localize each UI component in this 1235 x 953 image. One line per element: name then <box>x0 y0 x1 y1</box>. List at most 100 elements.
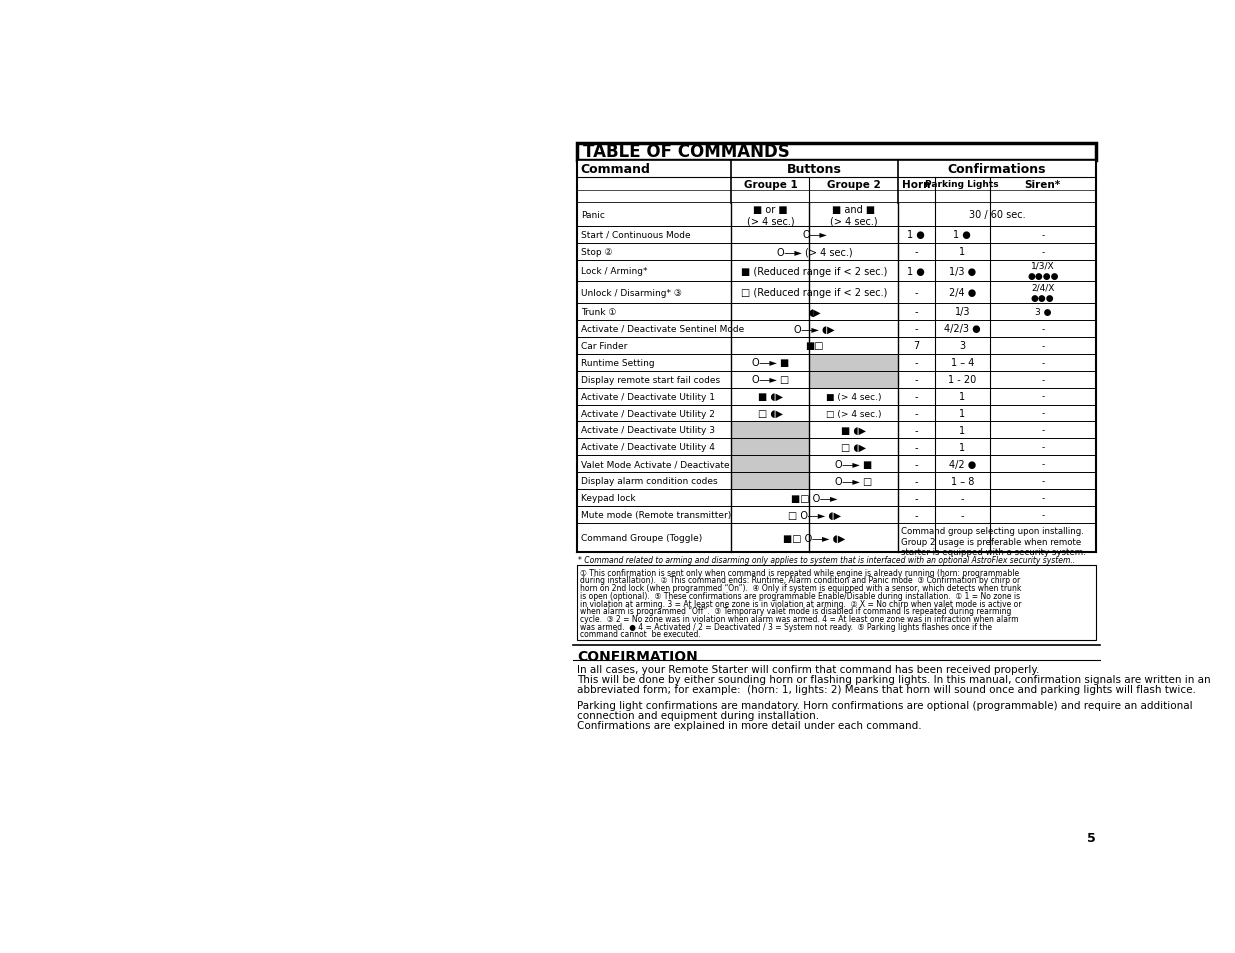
Bar <box>577 388 1095 405</box>
Text: 2/4 ●: 2/4 ● <box>948 288 976 297</box>
Text: O―► ■: O―► ■ <box>835 459 872 469</box>
Text: Mute mode (Remote transmitter): Mute mode (Remote transmitter) <box>580 511 731 519</box>
Text: 1: 1 <box>960 392 966 401</box>
Text: □ (Reduced range if < 2 sec.): □ (Reduced range if < 2 sec.) <box>741 288 888 297</box>
Text: was armed.  ● 4 = Activated / 2 = Deactivated / 3 = System not ready.  ⑤ Parking: was armed. ● 4 = Activated / 2 = Deactiv… <box>580 622 992 631</box>
Text: horn on 2nd lock (when programmed “On”).  ④ Only if system is equipped with a se: horn on 2nd lock (when programmed “On”).… <box>580 583 1021 593</box>
Text: ■□ O―► ◖▶: ■□ O―► ◖▶ <box>783 533 846 543</box>
Text: 4/2/3 ●: 4/2/3 ● <box>944 324 981 334</box>
Text: -: - <box>1041 358 1045 367</box>
Bar <box>577 507 1095 523</box>
Text: Siren*: Siren* <box>1025 179 1061 190</box>
Text: Panic: Panic <box>580 211 604 219</box>
Text: O―► (> 4 sec.): O―► (> 4 sec.) <box>777 247 852 257</box>
Text: 1: 1 <box>960 442 966 453</box>
Text: Parking Lights: Parking Lights <box>925 180 999 189</box>
Bar <box>577 282 1095 304</box>
Text: This will be done by either sounding horn or flashing parking lights. In this ma: This will be done by either sounding hor… <box>577 675 1210 684</box>
Bar <box>577 337 1095 355</box>
Text: 3 ●: 3 ● <box>1035 308 1051 316</box>
Text: connection and equipment during installation.: connection and equipment during installa… <box>577 711 819 720</box>
Text: Activate / Deactivate Utility 4: Activate / Deactivate Utility 4 <box>580 443 715 452</box>
Text: when alarm is programmed “Off”.  ③ Temporary valet mode is disabled if command i: when alarm is programmed “Off”. ③ Tempor… <box>580 607 1011 616</box>
Text: -: - <box>1041 409 1045 418</box>
Text: 4/2 ●: 4/2 ● <box>948 459 976 469</box>
Text: Lock / Arming*: Lock / Arming* <box>580 267 647 275</box>
Text: -: - <box>1041 231 1045 239</box>
Text: -: - <box>915 425 918 436</box>
Text: 1 - 20: 1 - 20 <box>948 375 977 385</box>
Text: Valet Mode Activate / Deactivate: Valet Mode Activate / Deactivate <box>580 460 729 469</box>
Text: -: - <box>1041 476 1045 486</box>
Text: 1 ●: 1 ● <box>908 230 925 240</box>
Text: 1 ●: 1 ● <box>953 230 971 240</box>
Text: 2/4/X
●●●: 2/4/X ●●● <box>1031 283 1055 302</box>
Text: TABLE OF COMMANDS: TABLE OF COMMANDS <box>583 143 789 161</box>
Bar <box>809 372 898 388</box>
Text: Display remote start fail codes: Display remote start fail codes <box>580 375 720 384</box>
Text: ■□: ■□ <box>805 341 824 351</box>
Text: Groupe 2: Groupe 2 <box>826 179 881 190</box>
Text: CONFIRMATION: CONFIRMATION <box>577 649 698 663</box>
Text: Confirmations are explained in more detail under each command.: Confirmations are explained in more deta… <box>577 720 921 730</box>
Text: abbreviated form; for example:  (horn: 1, lights: 2) Means that horn will sound : abbreviated form; for example: (horn: 1,… <box>577 684 1195 695</box>
Text: -: - <box>915 459 918 469</box>
Text: Command Groupe (Toggle): Command Groupe (Toggle) <box>580 534 701 542</box>
Text: Runtime Setting: Runtime Setting <box>580 358 655 367</box>
Text: -: - <box>915 392 918 401</box>
Bar <box>577 456 1095 473</box>
Text: Keypad lock: Keypad lock <box>580 494 635 502</box>
Bar <box>731 422 809 439</box>
Text: 5: 5 <box>1087 831 1095 844</box>
Text: -: - <box>915 409 918 418</box>
Text: -: - <box>915 494 918 503</box>
Bar <box>579 146 1098 163</box>
Text: Unlock / Disarming* ③: Unlock / Disarming* ③ <box>580 289 682 297</box>
Text: 1 – 8: 1 – 8 <box>951 476 974 486</box>
Bar <box>577 320 1095 337</box>
Bar <box>577 355 1095 372</box>
Text: * Command related to arming and disarming only applies to system that is interfa: * Command related to arming and disarmin… <box>578 556 1076 565</box>
Text: 1/3 ●: 1/3 ● <box>948 266 976 276</box>
Text: -: - <box>1041 443 1045 452</box>
Text: -: - <box>915 288 918 297</box>
Text: -: - <box>1041 341 1045 351</box>
Text: Stop ②: Stop ② <box>580 248 613 256</box>
Text: -: - <box>915 476 918 486</box>
Text: Command group selecting upon installing.
Group 2 usage is preferable when remote: Command group selecting upon installing.… <box>900 527 1086 557</box>
Text: command cannot  be executed.: command cannot be executed. <box>580 630 700 639</box>
Text: O―►: O―► <box>802 230 827 240</box>
Text: -: - <box>915 510 918 520</box>
Text: cycle.  ③ 2 = No zone was in violation when alarm was armed. 4 = At least one zo: cycle. ③ 2 = No zone was in violation wh… <box>580 615 1019 623</box>
Text: -: - <box>1041 392 1045 401</box>
Text: Confirmations: Confirmations <box>947 162 1046 175</box>
Bar <box>577 439 1095 456</box>
Text: 30 / 60 sec.: 30 / 60 sec. <box>968 210 1025 220</box>
Text: Activate / Deactivate Utility 1: Activate / Deactivate Utility 1 <box>580 392 715 401</box>
Text: O―► □: O―► □ <box>752 375 789 385</box>
Text: -: - <box>1041 511 1045 519</box>
Text: -: - <box>915 324 918 334</box>
Bar <box>577 144 1095 160</box>
Text: Display alarm condition codes: Display alarm condition codes <box>580 476 718 486</box>
Text: 1: 1 <box>960 409 966 418</box>
Text: □ ◖▶: □ ◖▶ <box>841 442 866 453</box>
Text: Parking light confirmations are mandatory. Horn confirmations are optional (prog: Parking light confirmations are mandator… <box>577 700 1192 711</box>
Bar <box>577 304 1095 320</box>
Text: Activate / Deactivate Utility 2: Activate / Deactivate Utility 2 <box>580 409 715 418</box>
Text: 1: 1 <box>960 425 966 436</box>
Text: -: - <box>1041 375 1045 384</box>
Text: -: - <box>915 442 918 453</box>
Text: -: - <box>915 307 918 317</box>
Text: Command: Command <box>580 162 651 175</box>
Text: Groupe 1: Groupe 1 <box>743 179 798 190</box>
Bar <box>577 160 1095 204</box>
Text: ■ or ■
(> 4 sec.): ■ or ■ (> 4 sec.) <box>747 204 794 226</box>
Bar <box>577 227 1095 244</box>
Text: Trunk ①: Trunk ① <box>580 308 616 316</box>
Text: ■ (Reduced range if < 2 sec.): ■ (Reduced range if < 2 sec.) <box>741 266 888 276</box>
Bar <box>577 372 1095 388</box>
Text: O―► ◖▶: O―► ◖▶ <box>794 324 835 334</box>
Text: -: - <box>1041 248 1045 256</box>
Text: Activate / Deactivate Utility 3: Activate / Deactivate Utility 3 <box>580 426 715 435</box>
